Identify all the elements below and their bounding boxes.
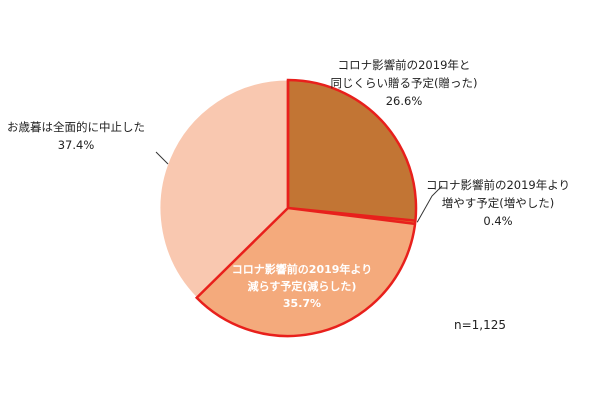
slice-label-same-line1: コロナ影響前の2019年と — [337, 58, 471, 72]
leader-line-cancelled — [155, 151, 169, 165]
slice-label-same-line2: 同じくらい贈る予定(贈った) — [330, 76, 478, 90]
pie-slices — [159, 79, 417, 337]
slice-label-same-pct: 26.6% — [385, 94, 423, 108]
slice-label-increase-line1: コロナ影響前の2019年より — [425, 178, 571, 192]
slice-label-decrease-line1: コロナ影響前の2019年より — [231, 263, 373, 276]
pie-slice-3 — [159, 79, 289, 299]
slice-label-decrease: コロナ影響前の2019年より 減らす予定(減らした) 35.7% — [232, 261, 372, 312]
highlight-outline-path — [194, 78, 418, 338]
slice-label-same: コロナ影響前の2019年と 同じくらい贈る予定(贈った) 26.6% — [331, 56, 478, 110]
slice-label-increase-line2: 増やす予定(増やした) — [441, 196, 555, 210]
highlight-outline — [194, 78, 418, 338]
slice-label-increase-pct: 0.4% — [483, 214, 513, 228]
slice-label-decrease-pct: 35.7% — [282, 297, 322, 310]
highlight-divider — [286, 80, 416, 226]
slice-label-increase: コロナ影響前の2019年より 増やす予定(増やした) 0.4% — [426, 176, 570, 230]
slice-label-cancelled: お歳暮は全面的に中止した 37.4% — [7, 118, 145, 154]
slice-label-cancelled-pct: 37.4% — [57, 138, 95, 152]
sample-size-note: n=1,125 — [454, 318, 507, 332]
leader-line-increase — [416, 185, 443, 223]
leader-lines — [155, 151, 443, 223]
slice-label-decrease-line2: 減らす予定(減らした) — [247, 280, 357, 293]
slice-label-cancelled-line1: お歳暮は全面的に中止した — [7, 120, 145, 134]
